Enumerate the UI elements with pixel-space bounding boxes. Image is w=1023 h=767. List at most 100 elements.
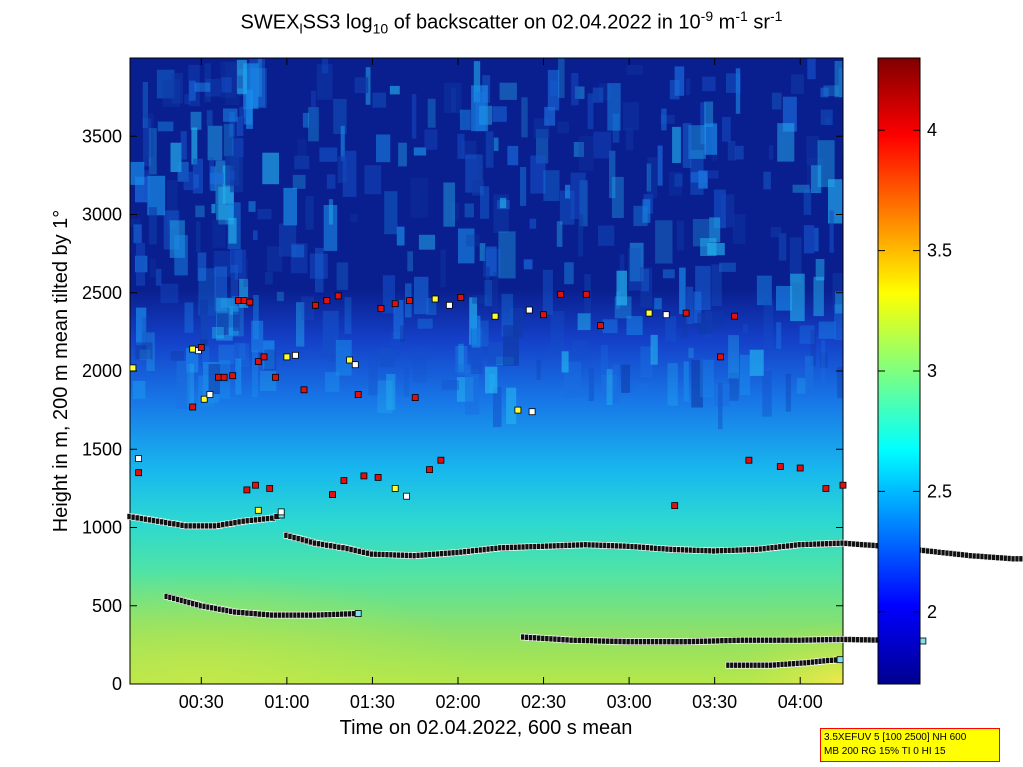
texture-cell [493, 137, 499, 151]
texture-cell [333, 98, 347, 134]
texture-cell [486, 246, 497, 276]
scatter-point [406, 297, 413, 305]
texture-cell [682, 123, 692, 168]
texture-cell [837, 366, 843, 399]
texture-cell [820, 352, 828, 368]
texture-cell [291, 244, 305, 258]
texture-cell [607, 83, 621, 131]
texture-cell [485, 131, 494, 168]
y-tick-label: 3500 [82, 126, 122, 146]
texture-cell [344, 297, 352, 335]
texture-cell [200, 315, 218, 340]
scatter-point [260, 353, 268, 361]
texture-cell [621, 364, 631, 393]
texture-cell [251, 350, 259, 398]
texture-cell [169, 220, 185, 258]
scatter-point [457, 293, 465, 301]
texture-cell [719, 262, 736, 272]
texture-cell [776, 286, 793, 311]
texture-cell [739, 354, 751, 396]
scatter-markers [129, 290, 847, 516]
texture-cell [443, 182, 455, 227]
scatter-point [323, 297, 331, 305]
texture-cell [234, 343, 246, 361]
texture-cell [192, 158, 203, 194]
texture-cell [427, 98, 436, 128]
texture-cell [233, 311, 240, 331]
scatter-point [717, 353, 724, 361]
texture-cell [400, 325, 405, 342]
texture-cell [257, 58, 262, 97]
texture-cell [499, 197, 507, 209]
texture-cell [292, 174, 306, 189]
texture-cell [561, 351, 569, 373]
texture-cell [226, 171, 235, 180]
texture-cell [239, 278, 249, 308]
scatter-point [491, 312, 499, 320]
scatter-point [582, 290, 590, 298]
texture-cell [264, 349, 277, 371]
texture-cell [290, 243, 308, 274]
texture-cell [325, 372, 340, 392]
texture-cell [471, 85, 488, 132]
texture-cell [340, 125, 345, 161]
texture-cell [499, 82, 517, 100]
scatter-point [431, 295, 439, 303]
texture-cell [789, 237, 802, 283]
texture-cell [492, 272, 499, 319]
texture-cell [135, 242, 146, 286]
texture-cell [328, 199, 333, 225]
y-tick-label: 0 [112, 674, 122, 694]
texture-cell [223, 124, 234, 157]
texture-cell [148, 207, 157, 245]
texture-cell [626, 316, 643, 336]
texture-cell [174, 235, 188, 276]
texture-cell [806, 136, 820, 165]
scatter-point [266, 484, 274, 492]
texture-cell [301, 296, 314, 321]
texture-cell [817, 140, 835, 188]
scatter-point [796, 464, 804, 472]
texture-cell [601, 374, 617, 392]
texture-cell [697, 312, 713, 334]
texture-cell [457, 364, 471, 376]
texture-cell [232, 296, 244, 337]
texture-cell [700, 102, 706, 145]
texture-cell [413, 147, 427, 156]
texture-cell [403, 367, 410, 397]
texture-cell [236, 59, 247, 94]
texture-cell [521, 97, 528, 138]
texture-cell [529, 218, 537, 229]
texture-cell [236, 116, 244, 136]
texture-cell [811, 165, 822, 193]
texture-cell [814, 227, 819, 252]
x-axis-label: Time on 02.04.2022, 600 s mean [340, 717, 633, 739]
texture-cell [155, 268, 162, 286]
texture-cell [308, 107, 319, 142]
texture-cell [458, 343, 464, 372]
texture-cell [796, 378, 807, 394]
texture-cell [732, 214, 746, 244]
texture-cell [492, 106, 507, 122]
scatter-point [234, 297, 242, 305]
texture-cell [616, 270, 627, 306]
texture-cell [479, 243, 486, 261]
texture-cell [211, 204, 216, 214]
texture-cell [376, 134, 391, 163]
texture-cell [782, 96, 797, 132]
layer-end-point [919, 637, 927, 645]
texture-cell [704, 123, 718, 155]
texture-cell [190, 111, 202, 130]
texture-cell [148, 128, 157, 175]
y-tick-label: 500 [92, 596, 122, 616]
texture-cell [503, 325, 519, 366]
texture-cell [729, 372, 739, 401]
texture-cell [612, 113, 620, 143]
scatter-point [391, 300, 399, 308]
texture-cell [625, 128, 634, 151]
scatter-point [360, 472, 368, 480]
scatter-point [272, 373, 279, 381]
texture-cell [248, 201, 256, 212]
texture-cell [205, 78, 221, 97]
x-tick-label: 01:30 [350, 692, 395, 712]
